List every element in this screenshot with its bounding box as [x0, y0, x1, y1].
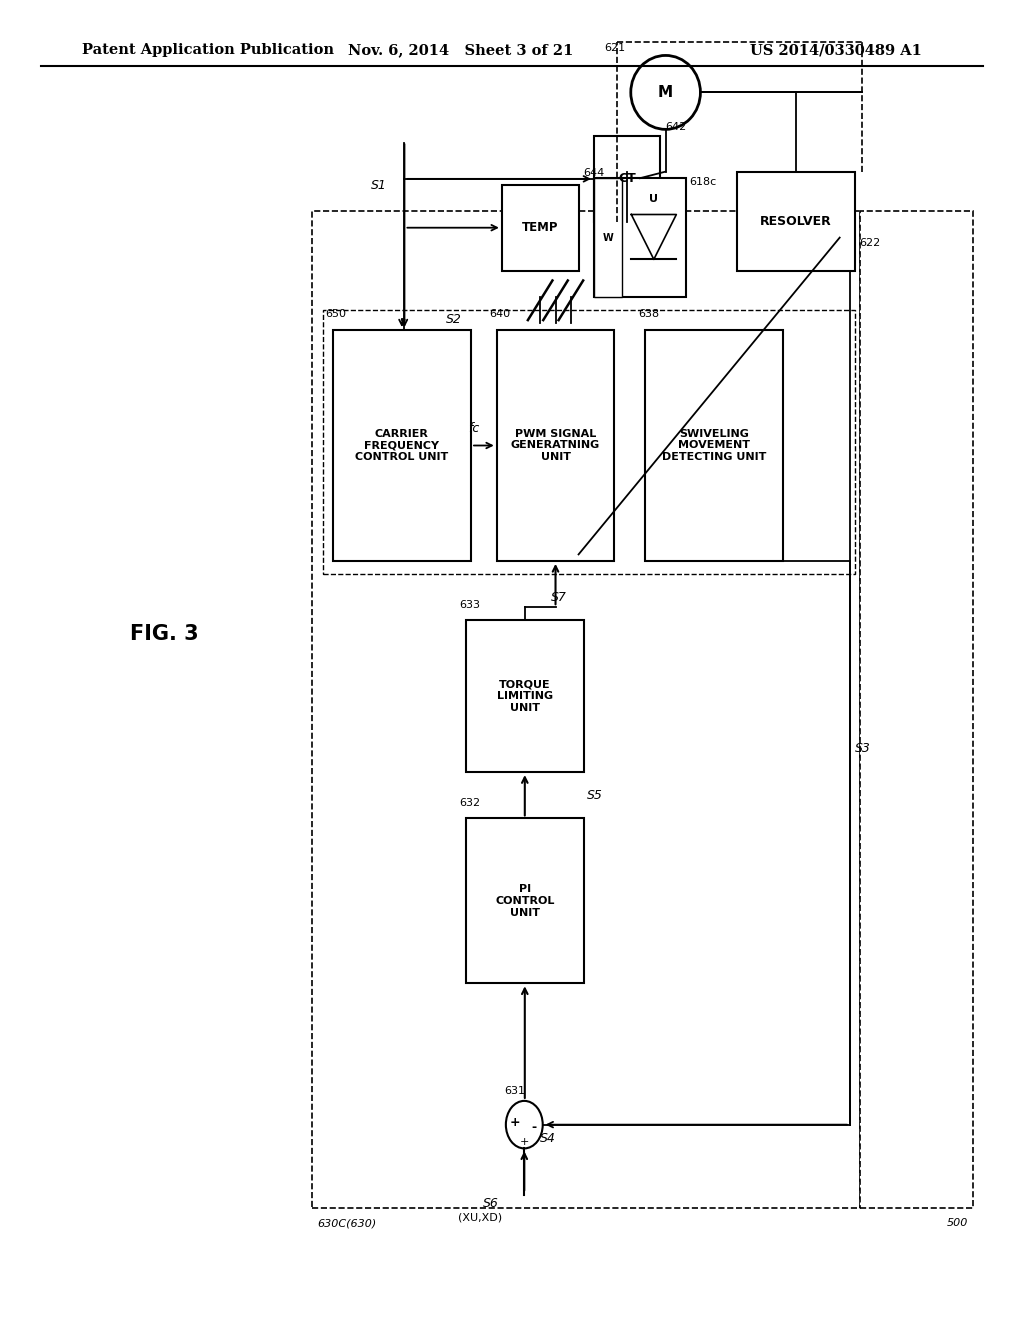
- Text: 650: 650: [326, 309, 347, 319]
- Text: S3: S3: [855, 742, 871, 755]
- Bar: [594, 136, 660, 222]
- Text: fc: fc: [469, 422, 479, 436]
- Text: 632: 632: [459, 797, 480, 808]
- Text: 622: 622: [859, 238, 881, 248]
- Text: 500: 500: [946, 1218, 968, 1229]
- Text: PI
CONTROL
UNIT: PI CONTROL UNIT: [496, 884, 554, 917]
- Bar: [497, 330, 614, 561]
- Text: 633: 633: [459, 599, 480, 610]
- Bar: [645, 330, 783, 561]
- Text: SWIVELING
MOVEMENT
DETECTING UNIT: SWIVELING MOVEMENT DETECTING UNIT: [663, 429, 766, 462]
- Bar: [860, 211, 973, 1208]
- Text: -: -: [530, 1121, 537, 1134]
- Bar: [594, 178, 686, 297]
- Text: S4: S4: [540, 1131, 556, 1144]
- Text: RESOLVER: RESOLVER: [760, 215, 833, 227]
- Text: PWM SIGNAL
GENERATNING
UNIT: PWM SIGNAL GENERATNING UNIT: [511, 429, 600, 462]
- Text: US 2014/0330489 A1: US 2014/0330489 A1: [750, 44, 922, 57]
- Bar: [466, 818, 584, 983]
- Text: S6: S6: [482, 1197, 499, 1210]
- Text: CT: CT: [618, 173, 636, 185]
- Text: +: +: [519, 1137, 529, 1147]
- Bar: [333, 330, 471, 561]
- Bar: [466, 620, 584, 772]
- Text: W: W: [602, 232, 613, 243]
- Bar: [502, 185, 579, 271]
- Bar: [737, 172, 855, 271]
- Text: 621: 621: [604, 42, 626, 53]
- Text: 644: 644: [584, 168, 605, 178]
- Text: 640: 640: [489, 309, 511, 319]
- Bar: [323, 310, 855, 574]
- Text: S5: S5: [587, 788, 603, 801]
- Text: FIG. 3: FIG. 3: [129, 623, 199, 644]
- Text: TORQUE
LIMITING
UNIT: TORQUE LIMITING UNIT: [497, 680, 553, 713]
- Text: 638: 638: [638, 309, 659, 319]
- Text: S7: S7: [551, 590, 567, 603]
- Text: 630C(630): 630C(630): [317, 1218, 377, 1229]
- Text: S1: S1: [371, 178, 387, 191]
- Text: CARRIER
FREQUENCY
CONTROL UNIT: CARRIER FREQUENCY CONTROL UNIT: [355, 429, 449, 462]
- Text: U: U: [649, 194, 658, 205]
- Bar: [594, 178, 622, 297]
- Text: +: +: [510, 1115, 520, 1129]
- Polygon shape: [631, 214, 676, 260]
- Text: (XU,XD): (XU,XD): [458, 1212, 502, 1222]
- Text: S2: S2: [445, 313, 462, 326]
- Text: M: M: [658, 84, 673, 100]
- Bar: [312, 211, 860, 1208]
- Text: 618c: 618c: [689, 177, 717, 187]
- Text: Patent Application Publication: Patent Application Publication: [82, 44, 334, 57]
- Text: 631: 631: [504, 1085, 525, 1096]
- Text: 642: 642: [666, 121, 687, 132]
- Text: TEMP: TEMP: [522, 222, 558, 234]
- Text: Nov. 6, 2014   Sheet 3 of 21: Nov. 6, 2014 Sheet 3 of 21: [348, 44, 573, 57]
